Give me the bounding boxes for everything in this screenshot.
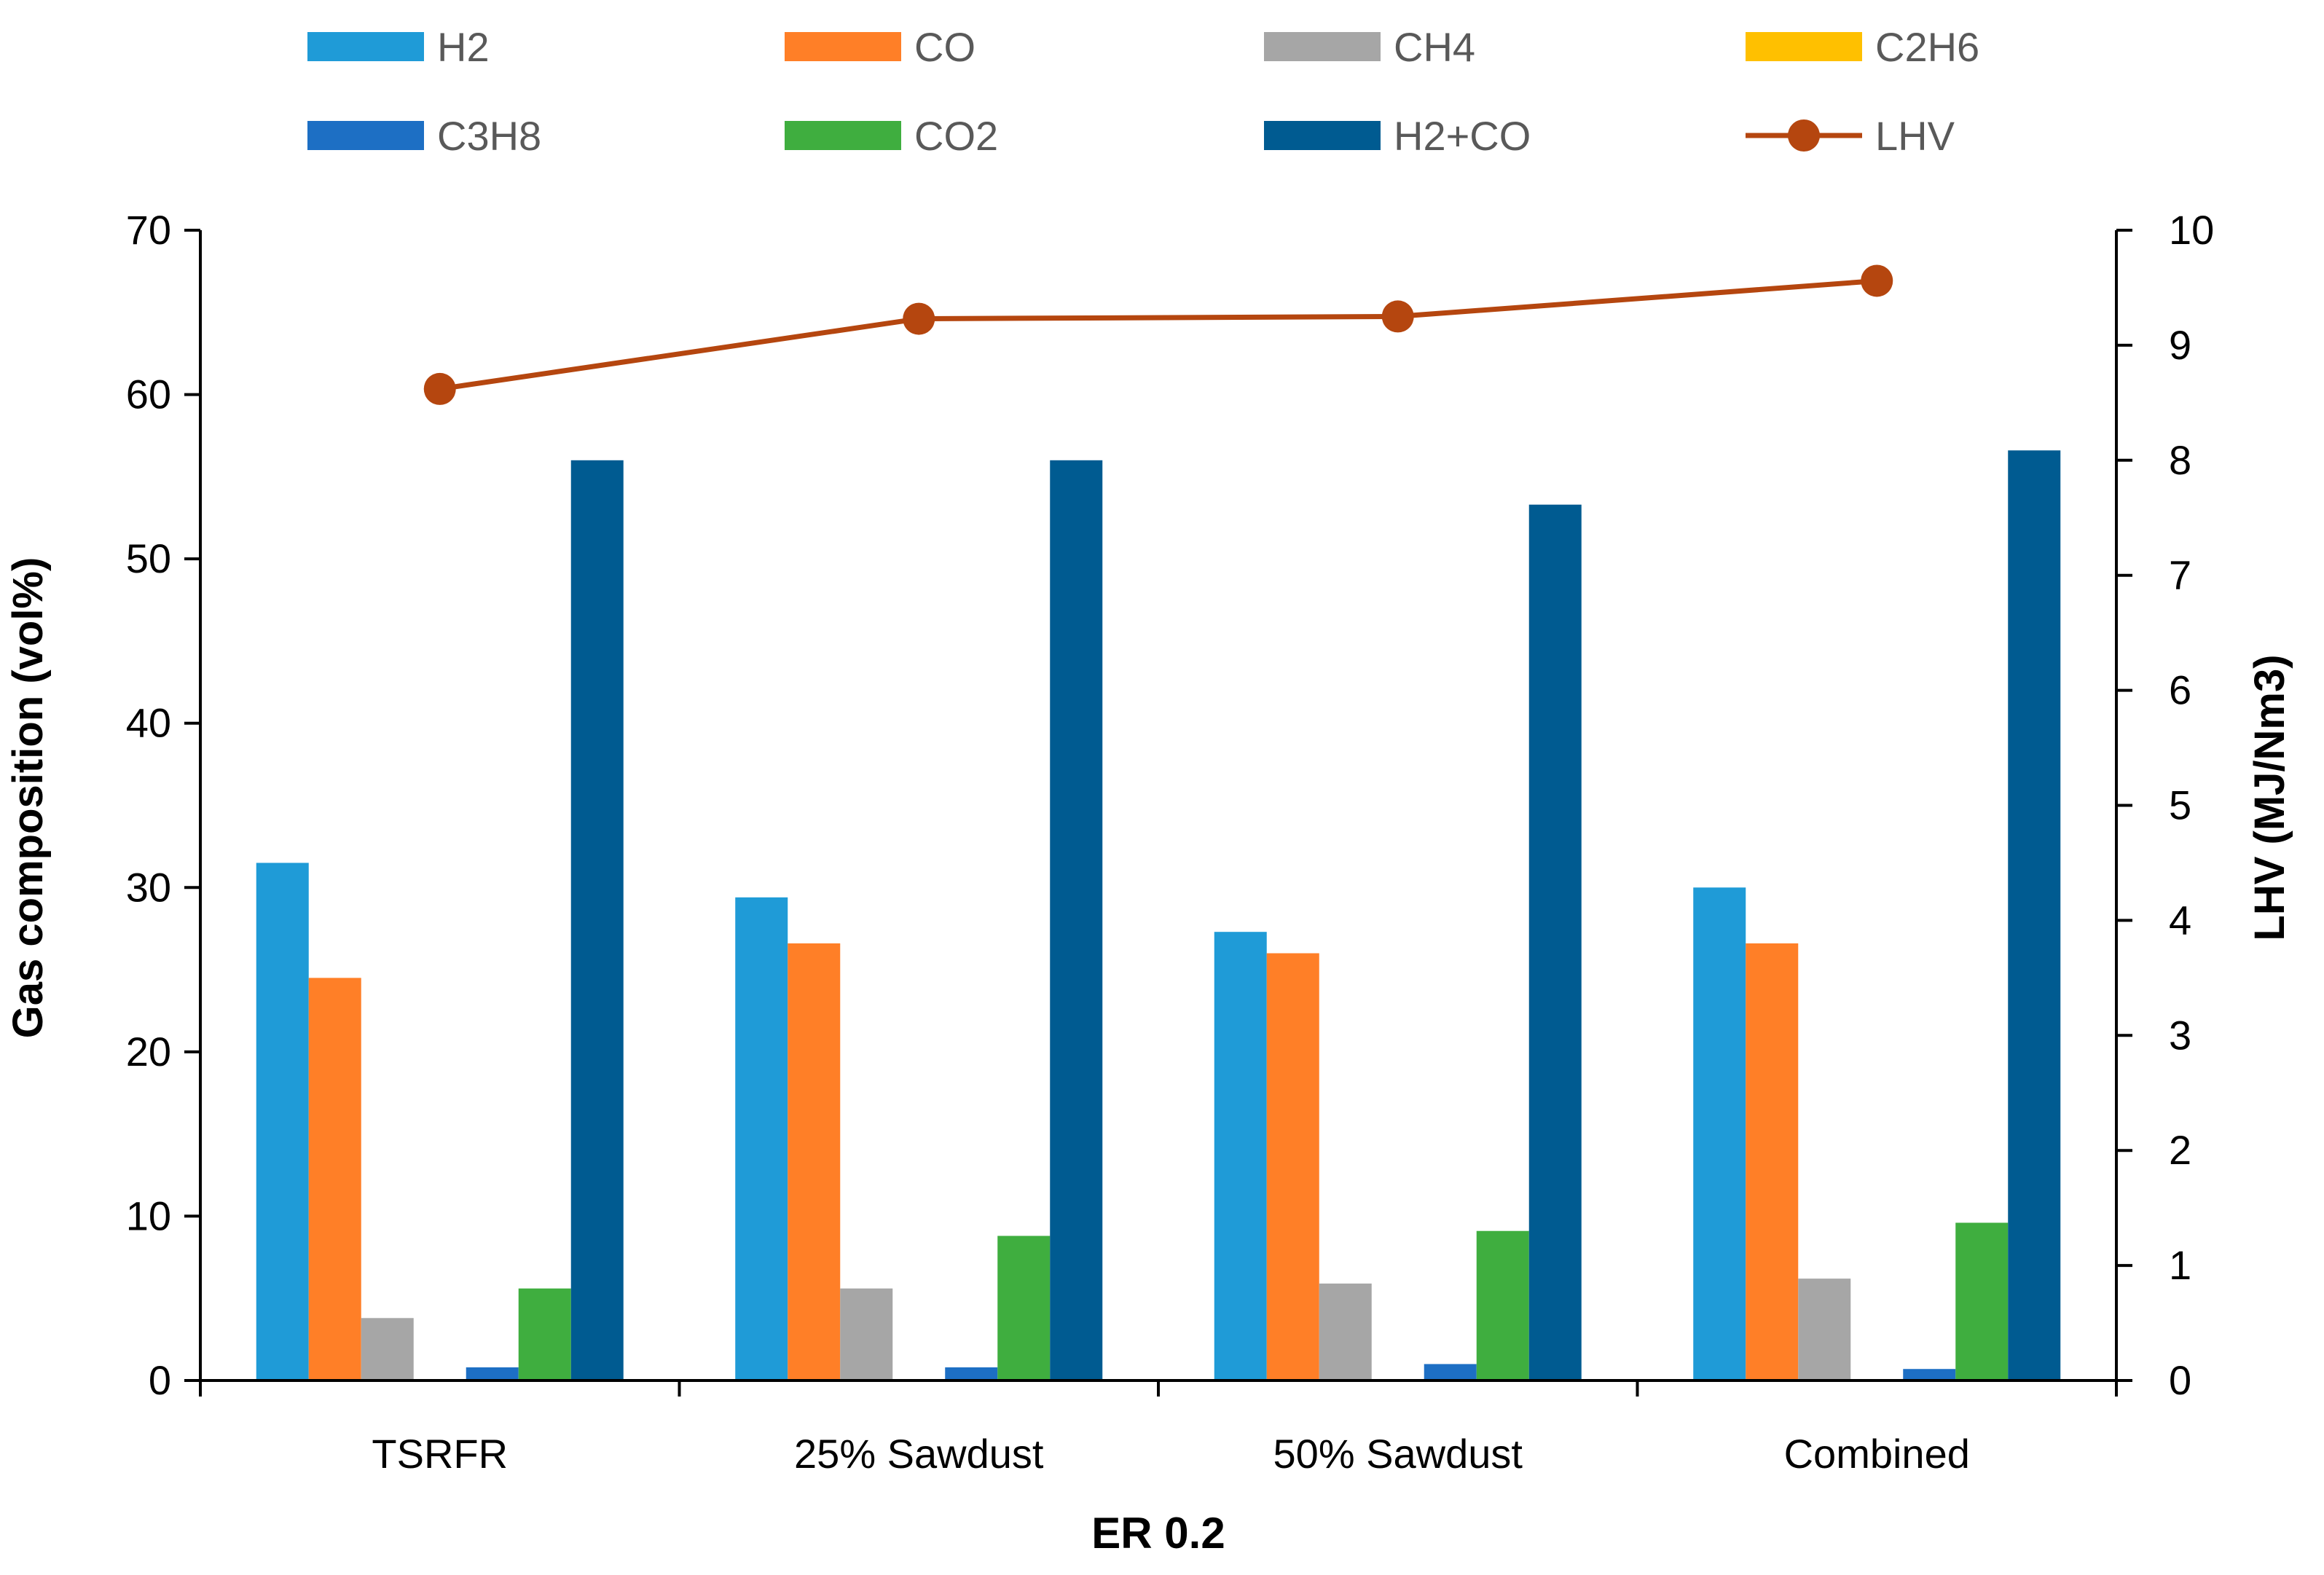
y2-tick-label: 9 — [2169, 322, 2191, 368]
y2-tick-label: 3 — [2169, 1012, 2191, 1058]
legend-swatch-lhv-marker — [1788, 119, 1820, 152]
lhv-line — [423, 264, 1893, 405]
lhv-point-1 — [423, 372, 456, 405]
y2-tick-label: 10 — [2169, 207, 2214, 253]
bar-co2-1 — [518, 1288, 571, 1380]
bar-co2-2 — [997, 1236, 1051, 1380]
lhv-point-4 — [1861, 264, 1893, 297]
bar-co-3 — [1266, 953, 1319, 1380]
y-tick-label: 40 — [126, 700, 171, 746]
bar-c3h8-3 — [1424, 1364, 1477, 1380]
legend-label: CO — [914, 24, 975, 70]
bar-ch4-3 — [1319, 1283, 1372, 1380]
y2-tick-label: 5 — [2169, 782, 2191, 828]
bar-co2-4 — [1955, 1222, 2009, 1380]
legend-swatch-c3h8 — [307, 121, 424, 150]
bar-co-1 — [308, 978, 361, 1380]
bar-h2-plus-co-3 — [1528, 504, 1582, 1380]
y2-tick-label: 6 — [2169, 667, 2191, 713]
bar-h2-plus-co-4 — [2008, 450, 2061, 1381]
y-tick-label: 20 — [126, 1029, 171, 1075]
y2-tick-label: 0 — [2169, 1357, 2191, 1403]
legend-swatch-co2 — [785, 121, 901, 150]
legend-label: C2H6 — [1875, 24, 1979, 70]
legend-swatch-ch4 — [1264, 32, 1381, 61]
legend-label: C3H8 — [437, 113, 541, 159]
y2-tick-label: 7 — [2169, 552, 2191, 598]
bar-ch4-1 — [361, 1318, 414, 1380]
bar-c3h8-4 — [1903, 1369, 1956, 1380]
x-axis-label: ER 0.2 — [1091, 1509, 1225, 1558]
bar-ch4-4 — [1798, 1279, 1851, 1380]
y2-tick-label: 2 — [2169, 1127, 2191, 1173]
x-tick-label: Combined — [1784, 1431, 1970, 1477]
legend-label: H2 — [437, 24, 490, 70]
axes: 0 10 20 30 40 50 60 70 0 1 2 3 4 5 6 7 8 9 10 TSRFR 25% Sawd… — [126, 207, 2215, 1477]
bar-h2-3 — [1214, 932, 1267, 1380]
legend-label: LHV — [1875, 113, 1955, 159]
legend-swatch-c2h6 — [1746, 32, 1862, 61]
bar-h2-plus-co-2 — [1050, 460, 1103, 1380]
bar-h2-4 — [1693, 887, 1746, 1380]
y2-tick-label: 4 — [2169, 897, 2191, 943]
bar-co-2 — [788, 943, 841, 1380]
y-tick-label: 10 — [126, 1193, 171, 1238]
y2-axis-label: LHV (MJ/Nm3) — [2246, 654, 2293, 940]
x-tick-label: 25% Sawdust — [794, 1431, 1044, 1477]
x-tick-label: TSRFR — [372, 1431, 508, 1477]
legend-label: CH4 — [1394, 24, 1475, 70]
legend-label: CO2 — [914, 113, 998, 159]
bar-h2-plus-co-1 — [570, 460, 624, 1380]
bar-c3h8-1 — [466, 1367, 519, 1380]
legend-swatch-h2-plus-co — [1264, 121, 1381, 150]
lhv-series-line — [439, 278, 1877, 392]
y-tick-label: 70 — [126, 207, 171, 253]
bar-h2-1 — [256, 863, 309, 1380]
bar-co2-3 — [1476, 1230, 1529, 1380]
y-tick-label: 0 — [149, 1357, 171, 1403]
y-tick-label: 60 — [126, 372, 171, 417]
y-tick-label: 50 — [126, 535, 171, 581]
legend-label: H2+CO — [1394, 113, 1531, 159]
x-tick-label: 50% Sawdust — [1273, 1431, 1523, 1477]
lhv-point-3 — [1381, 300, 1414, 333]
legend-swatch-co — [785, 32, 901, 61]
y2-tick-label: 8 — [2169, 437, 2191, 483]
lhv-point-2 — [903, 302, 935, 335]
y-axis-label: Gas composition (vol%) — [4, 557, 52, 1039]
bars — [256, 450, 2061, 1381]
legend: H2 CO CH4 C2H6 C3H8 CO2 H2+CO LHV — [307, 24, 1979, 159]
bar-co-4 — [1746, 943, 1799, 1380]
bar-c3h8-2 — [945, 1367, 998, 1380]
y2-tick-label: 1 — [2169, 1242, 2191, 1288]
bar-h2-2 — [735, 897, 788, 1380]
bar-ch4-2 — [840, 1288, 893, 1380]
legend-swatch-h2 — [307, 32, 424, 61]
y-tick-label: 30 — [126, 864, 171, 910]
